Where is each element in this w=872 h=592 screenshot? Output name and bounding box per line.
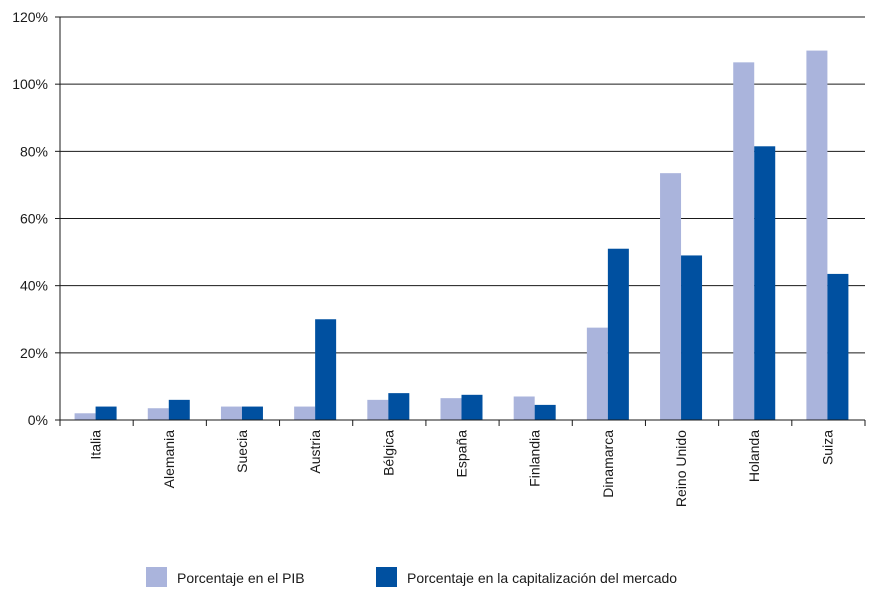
legend-swatch	[146, 567, 167, 587]
bar-pib	[733, 62, 755, 421]
y-tick-label: 80%	[20, 143, 48, 159]
bar-pib	[294, 406, 316, 420]
y-tick-label: 0%	[28, 412, 48, 428]
category-label: Bélgica	[380, 430, 396, 476]
bars	[74, 50, 849, 421]
y-tick-label: 20%	[20, 345, 48, 361]
category-label: Holanda	[746, 430, 762, 482]
category-label: Reino Unido	[673, 430, 689, 507]
bar-pib	[367, 399, 389, 420]
category-label: Suiza	[819, 430, 835, 465]
legend-item-capitalizacion: Porcentaje en la capitalización del merc…	[376, 567, 677, 587]
category-label: Austria	[307, 430, 323, 474]
bar-pib	[586, 327, 608, 420]
category-label: Dinamarca	[600, 430, 616, 498]
category-label: Suecia	[234, 430, 250, 473]
legend-swatch	[376, 567, 397, 587]
bar-capitalizacion	[534, 404, 556, 420]
bar-pib	[147, 408, 169, 420]
category-label: Finlandia	[527, 430, 543, 487]
bar-capitalizacion	[827, 273, 849, 420]
legend-item-pib: Porcentaje en el PIB	[146, 567, 305, 587]
category-label: Alemania	[161, 430, 177, 489]
bar-capitalizacion	[388, 393, 410, 420]
y-tick-label: 40%	[20, 278, 48, 294]
bar-pib	[513, 396, 535, 420]
bar-capitalizacion	[95, 406, 117, 420]
category-label: Italia	[88, 430, 104, 460]
bar-pib	[74, 413, 96, 420]
bar-pib	[660, 173, 682, 420]
y-tick-label: 120%	[12, 9, 48, 25]
category-label: España	[454, 430, 470, 478]
bar-pib	[220, 406, 242, 420]
bar-capitalizacion	[754, 146, 776, 420]
bar-capitalizacion	[461, 394, 483, 420]
bar-pib	[806, 50, 828, 420]
bar-capitalizacion	[168, 399, 190, 420]
legend-label: Porcentaje en el PIB	[177, 570, 305, 586]
legend: Porcentaje en el PIB Porcentaje en la cap…	[146, 567, 677, 587]
gridlines	[60, 16, 865, 354]
axes: 0% 20% 40% 60% 80% 100% 120% Italia Alemania Suec…	[12, 9, 866, 507]
legend-label: Porcentaje en la capitalización del merc…	[407, 570, 677, 586]
y-tick-label: 60%	[20, 211, 48, 227]
y-tick-label: 100%	[12, 76, 48, 92]
bar-capitalizacion	[681, 255, 703, 420]
bar-capitalizacion	[607, 248, 629, 420]
bar-pib	[440, 398, 462, 420]
bar-capitalizacion	[315, 319, 337, 420]
bar-capitalizacion	[241, 406, 263, 420]
